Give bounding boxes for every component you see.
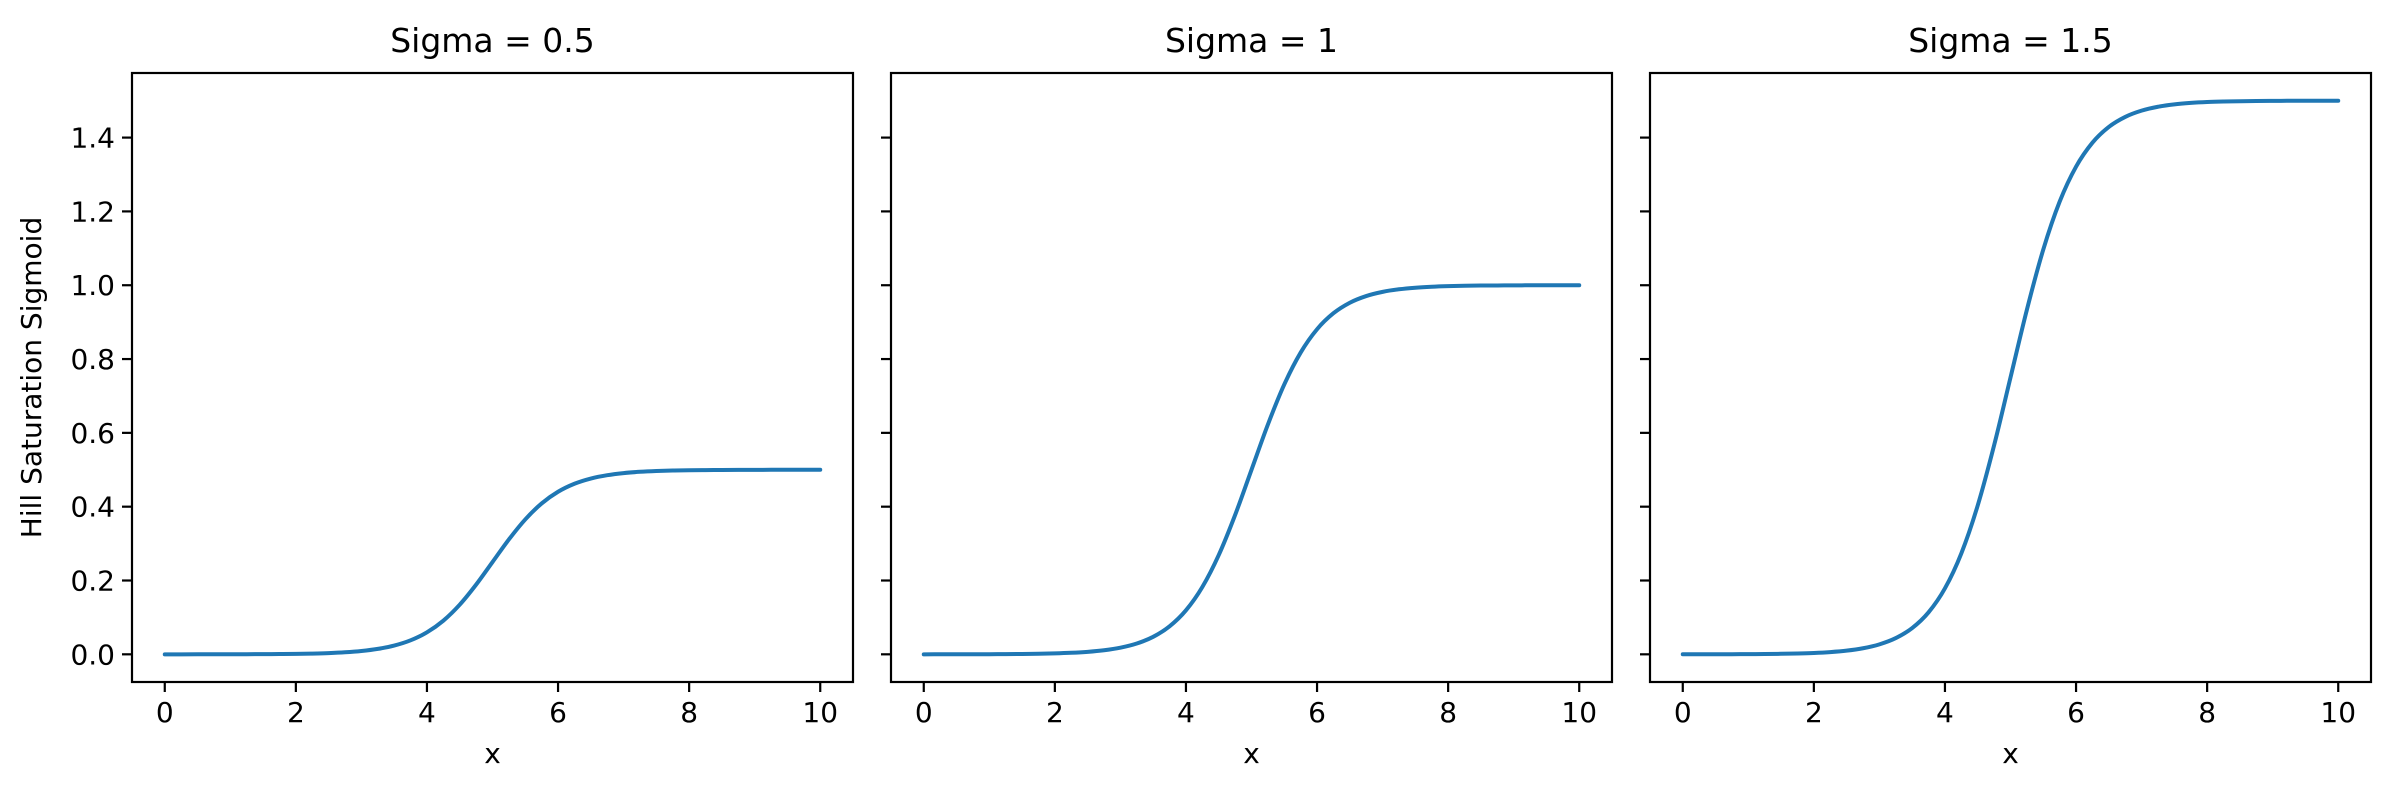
subplot-title: Sigma = 1 <box>1165 21 1338 60</box>
subplot-1: 0 2 4 6 8 10 0.0 0.2 0.4 0.6 0.8 1.0 1.2 1.4 Sigma = 0… <box>15 21 855 770</box>
y-tick-label: 0.4 <box>70 491 115 524</box>
sigmoid-curve <box>921 283 1582 657</box>
x-tick-label: 6 <box>2067 696 2085 729</box>
x-tick-label: 8 <box>2198 696 2216 729</box>
axes-frame <box>889 71 1614 684</box>
y-tick-label: 0.8 <box>70 343 115 376</box>
axes-frame <box>1648 71 2373 684</box>
y-tick-label: 1.0 <box>70 269 115 302</box>
axes-frame <box>130 71 855 684</box>
x-tick-label: 4 <box>1936 696 1954 729</box>
sigmoid-curve <box>1680 98 2341 657</box>
x-tick-label: 6 <box>549 696 567 729</box>
x-tick-label: 4 <box>1177 696 1195 729</box>
x-tick-label: 2 <box>1046 696 1064 729</box>
x-tick-label: 2 <box>287 696 305 729</box>
subplot-title: Sigma = 0.5 <box>390 21 595 60</box>
x-tick-label: 6 <box>1308 696 1326 729</box>
x-axis-label: x <box>1243 737 1260 770</box>
y-tick-label: 1.2 <box>70 195 115 228</box>
y-axis-label: Hill Saturation Sigmoid <box>15 217 48 538</box>
y-tick-label: 0.2 <box>70 565 115 598</box>
x-tick-label: 10 <box>1561 696 1597 729</box>
subplot-3: 0 2 4 6 8 10 Sigma = 1.5 x <box>1640 21 2373 770</box>
y-tick-label: 1.4 <box>70 122 115 155</box>
y-tick-label: 0.6 <box>70 417 115 450</box>
x-tick-label: 0 <box>915 696 933 729</box>
x-tick-label: 10 <box>802 696 838 729</box>
x-tick-label: 8 <box>1439 696 1457 729</box>
subplot-title: Sigma = 1.5 <box>1908 21 2113 60</box>
x-tick-label: 4 <box>418 696 436 729</box>
x-tick-label: 8 <box>680 696 698 729</box>
x-tick-label: 10 <box>2320 696 2356 729</box>
x-tick-label: 2 <box>1805 696 1823 729</box>
x-tick-label: 0 <box>1674 696 1692 729</box>
x-tick-label: 0 <box>156 696 174 729</box>
y-tick-label: 0.0 <box>70 638 115 671</box>
sigmoid-curve <box>162 467 823 657</box>
x-axis-label: x <box>2002 737 2019 770</box>
x-axis-label: x <box>484 737 501 770</box>
subplot-2: 0 2 4 6 8 10 Sigma = 1 x <box>881 21 1614 770</box>
